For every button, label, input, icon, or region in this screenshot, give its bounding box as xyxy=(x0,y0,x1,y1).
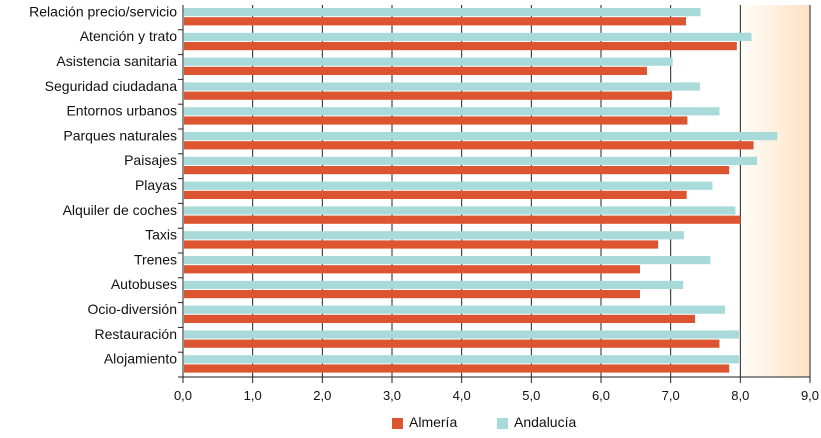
bar-andalucia xyxy=(184,8,701,17)
x-tick-label: 2,0 xyxy=(313,388,331,403)
bar-almeria xyxy=(184,240,659,249)
x-tick-label: 6,0 xyxy=(592,388,610,403)
category-label: Playas xyxy=(135,177,177,193)
x-tick-label: 7,0 xyxy=(662,388,680,403)
bar-andalucia xyxy=(184,132,778,141)
bar-almeria xyxy=(184,141,754,150)
category-label: Ocio-diversión xyxy=(88,301,177,317)
bar-andalucia xyxy=(184,231,684,240)
category-label: Atención y trato xyxy=(80,28,177,44)
x-tick-labels: 0,0 1,0 2,0 3,0 4,0 5,0 6,0 7,0 8,0 9,0 xyxy=(174,388,819,403)
x-tick-label: 3,0 xyxy=(383,388,401,403)
bar-almeria xyxy=(184,42,737,51)
bar-andalucia xyxy=(184,156,758,165)
bar-andalucia xyxy=(184,107,720,116)
category-label: Seguridad ciudadana xyxy=(45,78,178,94)
bar-andalucia xyxy=(184,256,711,265)
bar-almeria xyxy=(184,190,687,199)
category-labels: Relación precio/servicio Atención y trato… xyxy=(29,3,177,366)
bar-almeria xyxy=(184,364,730,373)
bar-almeria xyxy=(184,116,688,125)
x-tick-label: 9,0 xyxy=(801,388,819,403)
bar-almeria xyxy=(184,265,641,274)
x-tick-label: 5,0 xyxy=(522,388,540,403)
legend-swatch-andalucia xyxy=(497,418,508,429)
category-label: Parques naturales xyxy=(63,127,177,143)
bar-almeria xyxy=(184,215,741,224)
legend: Almería Andalucía xyxy=(0,414,821,436)
bar-almeria xyxy=(184,314,696,323)
category-label: Alquiler de coches xyxy=(63,202,177,218)
bar-chart: Relación precio/servicio Atención y trato… xyxy=(29,3,819,403)
category-label: Asistencia sanitaria xyxy=(56,53,177,69)
legend-label-almeria: Almería xyxy=(409,414,458,430)
category-label: Restauración xyxy=(95,326,178,342)
bar-andalucia xyxy=(184,355,739,364)
bar-andalucia xyxy=(184,305,726,314)
bar-andalucia xyxy=(184,280,684,289)
bar-andalucia xyxy=(184,330,739,339)
bar-almeria xyxy=(184,17,686,26)
bars-group xyxy=(184,8,778,373)
bar-almeria xyxy=(184,91,673,100)
x-tick-label: 4,0 xyxy=(453,388,471,403)
category-label: Paisajes xyxy=(124,152,177,168)
legend-label-andalucia: Andalucía xyxy=(514,414,577,430)
bar-almeria xyxy=(184,339,720,348)
legend-item-almeria: Almería xyxy=(392,414,457,430)
category-label: Relación precio/servicio xyxy=(29,3,177,19)
bar-andalucia xyxy=(184,181,713,190)
bar-andalucia xyxy=(184,57,673,66)
category-label: Alojamiento xyxy=(104,351,177,367)
category-label: Taxis xyxy=(145,227,177,243)
plot-background xyxy=(740,5,810,377)
category-label: Autobuses xyxy=(111,276,177,292)
highlight-band xyxy=(740,5,810,377)
x-tick-label: 8,0 xyxy=(731,388,749,403)
bar-almeria xyxy=(184,290,641,299)
category-label: Entornos urbanos xyxy=(66,103,177,119)
bar-almeria xyxy=(184,66,647,75)
bar-andalucia xyxy=(184,32,752,41)
bar-andalucia xyxy=(184,206,736,215)
category-label: Trenes xyxy=(134,251,177,267)
axes xyxy=(178,5,811,383)
legend-item-andalucia: Andalucía xyxy=(497,414,576,430)
bar-andalucia xyxy=(184,82,700,91)
x-tick-label: 0,0 xyxy=(174,388,192,403)
x-tick-label: 1,0 xyxy=(244,388,262,403)
legend-swatch-almeria xyxy=(392,418,403,429)
bar-almeria xyxy=(184,166,730,175)
